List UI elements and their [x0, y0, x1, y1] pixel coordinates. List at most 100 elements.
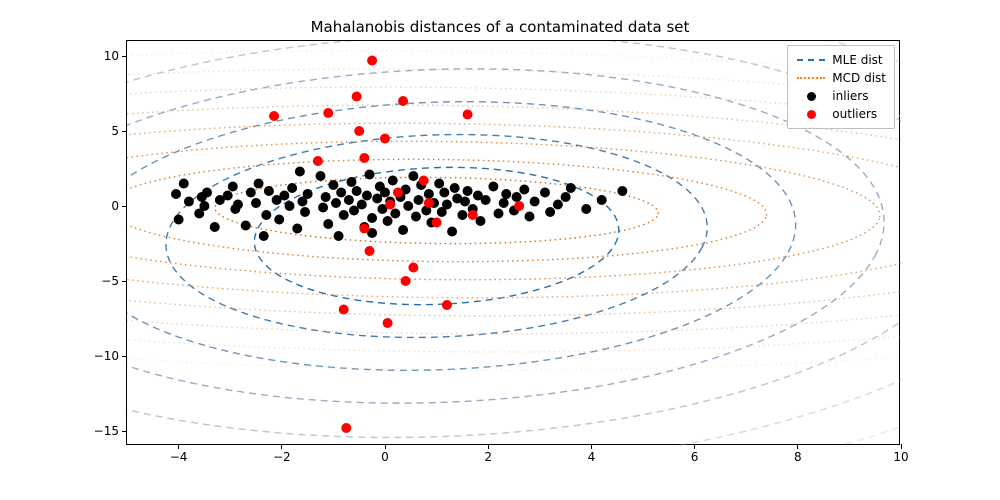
- inlier-point: [581, 204, 591, 214]
- inlier-point: [174, 215, 184, 225]
- inlier-point: [434, 179, 444, 189]
- legend-swatch: [796, 71, 826, 85]
- inlier-point: [481, 195, 491, 205]
- inlier-point: [566, 183, 576, 193]
- inlier-point: [540, 188, 550, 198]
- chart-title: Mahalanobis distances of a contaminated …: [0, 18, 1000, 36]
- inlier-point: [318, 203, 328, 213]
- inlier-point: [380, 188, 390, 198]
- inlier-point: [408, 171, 418, 181]
- inlier-point: [545, 207, 555, 217]
- y-tick-mark: [122, 281, 127, 282]
- inlier-point: [450, 183, 460, 193]
- y-tick-mark: [122, 131, 127, 132]
- inlier-point: [512, 192, 522, 202]
- outlier-point: [380, 134, 390, 144]
- legend-swatch: [796, 89, 826, 103]
- inlier-point: [233, 200, 243, 210]
- x-tick-label: 8: [794, 450, 802, 464]
- inlier-point: [202, 188, 212, 198]
- inlier-point: [285, 201, 295, 211]
- outlier-point: [367, 56, 377, 66]
- outlier-point: [365, 246, 375, 256]
- x-tick-mark: [694, 444, 695, 449]
- outlier-point: [359, 224, 369, 234]
- inlier-point: [199, 201, 209, 211]
- y-tick-mark: [122, 56, 127, 57]
- outlier-point: [401, 276, 411, 286]
- y-tick-label: 5: [111, 124, 119, 138]
- outlier-point: [341, 423, 351, 433]
- inlier-point: [279, 191, 289, 201]
- inlier-point: [316, 171, 326, 181]
- legend: MLE distMCD distinliersoutliers: [787, 45, 895, 129]
- inlier-point: [457, 210, 467, 220]
- inlier-point: [463, 186, 473, 196]
- y-tick-mark: [122, 431, 127, 432]
- legend-swatch: [796, 53, 826, 67]
- x-tick-label: 4: [588, 450, 596, 464]
- x-tick-mark: [385, 444, 386, 449]
- x-tick-label: −4: [170, 450, 188, 464]
- inlier-point: [383, 216, 393, 226]
- inlier-point: [561, 192, 571, 202]
- inlier-point: [411, 212, 421, 222]
- x-tick-label: −2: [273, 450, 291, 464]
- inlier-point: [171, 189, 181, 199]
- mle-contour: [127, 41, 901, 446]
- outlier-point: [432, 218, 442, 228]
- legend-item-inliers: inliers: [796, 87, 886, 105]
- inlier-point: [292, 224, 302, 234]
- inlier-point: [617, 186, 627, 196]
- legend-label: inliers: [832, 89, 868, 103]
- mle-contour: [127, 41, 901, 446]
- legend-label: outliers: [832, 107, 877, 121]
- outlier-point: [323, 108, 333, 118]
- y-tick-label: 0: [111, 199, 119, 213]
- x-tick-mark: [797, 444, 798, 449]
- inlier-point: [524, 212, 534, 222]
- inlier-point: [414, 195, 424, 205]
- legend-swatch: [796, 107, 826, 121]
- outlier-point: [442, 300, 452, 310]
- legend-item-outliers: outliers: [796, 105, 886, 123]
- inlier-point: [295, 167, 305, 177]
- y-tick-label: −10: [94, 349, 119, 363]
- x-tick-mark: [488, 444, 489, 449]
- y-tick-mark: [122, 206, 127, 207]
- legend-label: MLE dist: [832, 53, 882, 67]
- inlier-point: [501, 189, 511, 199]
- x-tick-label: 0: [381, 450, 389, 464]
- x-tick-label: 2: [484, 450, 492, 464]
- mle-contour: [254, 167, 618, 304]
- x-tick-label: 6: [691, 450, 699, 464]
- outlier-point: [354, 126, 364, 136]
- outlier-point: [463, 110, 473, 120]
- y-tick-label: −15: [94, 424, 119, 438]
- outlier-point: [339, 305, 349, 315]
- inlier-point: [344, 195, 354, 205]
- inlier-point: [352, 186, 362, 196]
- mle-contour: [166, 135, 707, 338]
- mle-contour: [127, 69, 884, 403]
- inlier-point: [210, 222, 220, 232]
- inlier-point: [339, 210, 349, 220]
- inlier-point: [334, 231, 344, 241]
- inlier-point: [264, 186, 274, 196]
- outlier-point: [359, 153, 369, 163]
- inlier-point: [447, 227, 457, 237]
- inlier-point: [331, 198, 341, 208]
- inlier-point: [362, 191, 372, 201]
- inlier-point: [424, 189, 434, 199]
- inlier-point: [241, 221, 251, 231]
- inlier-point: [390, 209, 400, 219]
- figure: Mahalanobis distances of a contaminated …: [0, 0, 1000, 500]
- inlier-point: [357, 200, 367, 210]
- x-tick-mark: [281, 444, 282, 449]
- inlier-point: [494, 209, 504, 219]
- inlier-point: [365, 170, 375, 180]
- axes-area: MLE distMCD distinliersoutliers −4−20246…: [126, 40, 900, 445]
- y-tick-label: 10: [104, 49, 119, 63]
- outlier-point: [313, 156, 323, 166]
- mle-contour: [127, 41, 901, 437]
